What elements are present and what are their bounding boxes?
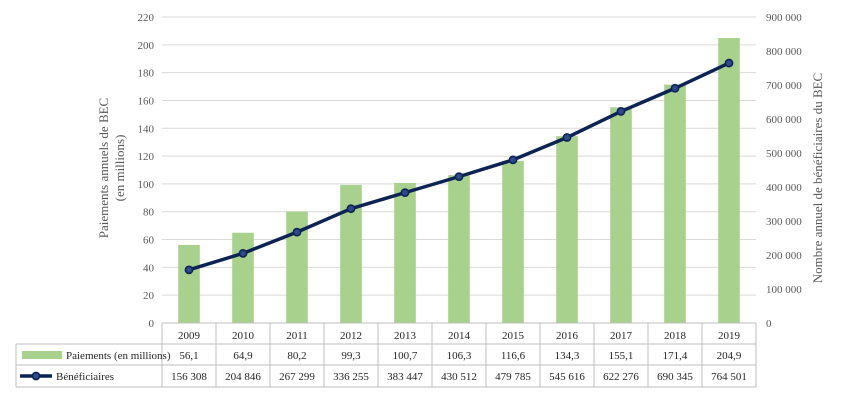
table-cell-beneficiaries: 479 785 bbox=[495, 371, 531, 383]
line-point bbox=[400, 188, 410, 198]
table-cell-beneficiaries: 690 345 bbox=[657, 371, 693, 383]
line-point bbox=[562, 133, 572, 142]
table-cell-payment: 204,9 bbox=[717, 350, 742, 362]
right-tick-label: 800 000 bbox=[766, 46, 802, 58]
x-tick-label: 2015 bbox=[502, 330, 525, 342]
x-tick-label: 2018 bbox=[664, 330, 687, 342]
legend-label-line: Bénéficiaires bbox=[56, 371, 114, 383]
bar bbox=[556, 136, 578, 323]
table-cell-payment: 106,3 bbox=[447, 350, 472, 362]
line-series bbox=[184, 58, 734, 275]
line-point bbox=[184, 265, 194, 275]
table-cell-payment: 134,3 bbox=[555, 350, 580, 362]
left-tick-label: 60 bbox=[143, 235, 155, 247]
bar bbox=[232, 232, 254, 323]
x-tick-label: 2017 bbox=[610, 330, 633, 342]
x-tick-label: 2014 bbox=[448, 330, 471, 342]
bar bbox=[286, 211, 308, 323]
left-tick-label: 40 bbox=[143, 262, 155, 274]
right-tick-label: 600 000 bbox=[766, 114, 802, 126]
x-tick-label: 2016 bbox=[556, 330, 579, 342]
table-cell-payment: 116,6 bbox=[501, 350, 526, 362]
table-cell-beneficiaries: 622 276 bbox=[603, 371, 639, 383]
table-cell-beneficiaries: 545 616 bbox=[549, 371, 585, 383]
right-tick-label: 200 000 bbox=[766, 250, 802, 262]
left-axis-title-line1: Paiements annuels de BEC bbox=[96, 98, 111, 238]
line-point bbox=[346, 204, 356, 214]
right-tick-label: 100 000 bbox=[766, 284, 802, 296]
line-point bbox=[238, 248, 248, 258]
bar bbox=[448, 175, 470, 323]
bar bbox=[664, 84, 686, 324]
right-tick-label: 400 000 bbox=[766, 182, 802, 194]
left-tick-label: 0 bbox=[149, 318, 155, 330]
table-cell-payment: 100,7 bbox=[393, 350, 418, 362]
left-tick-label: 20 bbox=[143, 290, 155, 302]
right-tick-label: 0 bbox=[766, 318, 772, 330]
x-tick-label: 2009 bbox=[178, 330, 201, 342]
bar bbox=[718, 38, 740, 324]
table-cell-payment: 99,3 bbox=[341, 350, 361, 362]
table-cell-beneficiaries: 430 512 bbox=[441, 371, 477, 383]
right-tick-label: 900 000 bbox=[766, 12, 802, 24]
x-tick-label: 2011 bbox=[286, 330, 308, 342]
right-tick-label: 700 000 bbox=[766, 80, 802, 92]
line-point bbox=[508, 155, 518, 165]
right-axis-ticks: 0 100 000 200 000 300 000 400 000 500 000 600 … bbox=[766, 12, 802, 330]
x-tick-label: 2013 bbox=[394, 330, 417, 342]
table-cell-payment: 56,1 bbox=[179, 350, 198, 362]
table-cell-beneficiaries: 336 255 bbox=[333, 371, 369, 383]
left-tick-label: 220 bbox=[138, 12, 155, 24]
line-point bbox=[454, 172, 464, 182]
line-point bbox=[292, 227, 302, 237]
bar bbox=[178, 244, 200, 323]
left-tick-label: 120 bbox=[138, 151, 155, 163]
left-tick-label: 160 bbox=[138, 95, 155, 107]
x-tick-label: 2010 bbox=[232, 330, 255, 342]
right-tick-label: 500 000 bbox=[766, 148, 802, 160]
table-cell-beneficiaries: 156 308 bbox=[171, 371, 207, 383]
left-tick-label: 200 bbox=[138, 40, 155, 52]
right-axis-title: Nombre annuel de bénéficiaires du BEC bbox=[810, 73, 825, 283]
data-table: 2009 2010 2011 2012 2013 2014 2015 2016 2017 2018… bbox=[15, 322, 757, 388]
left-axis-title-line2: (en millions) bbox=[112, 135, 127, 202]
bar bbox=[502, 160, 524, 323]
right-tick-label: 300 000 bbox=[766, 216, 802, 228]
legend-label-bars: Paiements (en millions) bbox=[66, 350, 171, 362]
bar-series bbox=[178, 38, 740, 324]
line-point bbox=[616, 107, 626, 116]
table-cell-beneficiaries: 204 846 bbox=[225, 371, 261, 383]
table-cell-beneficiaries: 764 501 bbox=[711, 371, 747, 383]
legend-swatch-marker bbox=[31, 371, 41, 381]
left-tick-label: 180 bbox=[138, 68, 155, 80]
left-tick-label: 80 bbox=[143, 207, 155, 219]
table-cell-payment: 80,2 bbox=[287, 350, 306, 362]
table-cell-payment: 155,1 bbox=[609, 350, 634, 362]
table-cell-beneficiaries: 383 447 bbox=[387, 371, 423, 383]
table-cell-payment: 64,9 bbox=[233, 350, 253, 362]
x-tick-label: 2012 bbox=[340, 330, 362, 342]
left-tick-label: 100 bbox=[138, 179, 155, 191]
bar bbox=[394, 182, 416, 323]
x-tick-label: 2019 bbox=[718, 330, 741, 342]
left-axis-ticks: 0 20 40 60 80 100 120 140 160 180 200 220 bbox=[138, 12, 155, 330]
bar bbox=[610, 107, 632, 324]
legend-swatch-bars bbox=[22, 351, 62, 359]
table-cell-payment: 171,4 bbox=[663, 350, 688, 362]
line-point bbox=[724, 58, 734, 68]
line-point bbox=[670, 83, 680, 93]
left-tick-label: 140 bbox=[138, 123, 155, 135]
bar bbox=[340, 184, 362, 323]
table-cell-beneficiaries: 267 299 bbox=[279, 371, 315, 383]
